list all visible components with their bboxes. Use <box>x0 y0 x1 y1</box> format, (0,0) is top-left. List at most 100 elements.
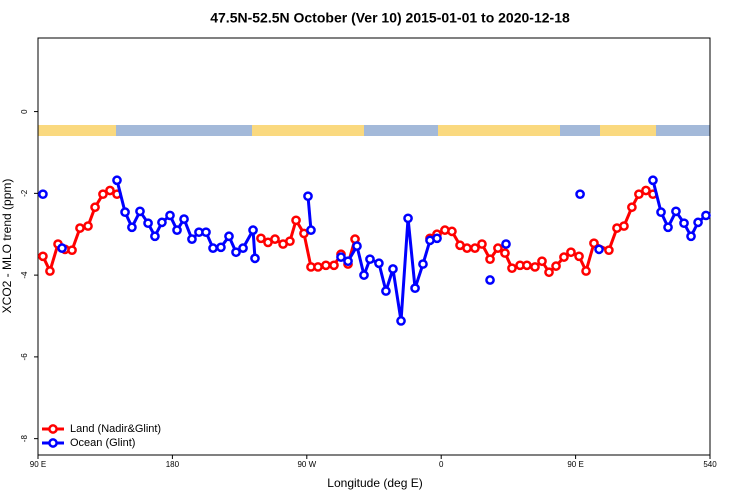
data-point <box>75 223 85 233</box>
data-point <box>648 175 658 186</box>
x-tick-label: 540 <box>703 460 717 469</box>
data-point <box>187 234 197 244</box>
data-point <box>165 210 175 221</box>
legend-marker <box>48 424 58 434</box>
data-point <box>201 227 211 238</box>
data-point <box>566 247 576 258</box>
data-point <box>179 214 189 224</box>
data-point <box>112 175 122 186</box>
data-point <box>143 218 153 229</box>
data-point <box>418 259 428 269</box>
data-point <box>127 222 137 233</box>
x-tick-label: 90 E <box>567 460 583 469</box>
x-axis-label: Longitude (deg E) <box>327 476 422 490</box>
land-band <box>252 125 364 136</box>
data-point <box>634 189 644 200</box>
data-point <box>485 275 495 285</box>
data-point <box>470 243 480 253</box>
data-point <box>38 189 48 200</box>
data-point <box>663 222 673 233</box>
legend-marker <box>48 438 58 448</box>
data-point <box>381 286 391 296</box>
data-point <box>38 251 48 262</box>
data-point <box>208 243 218 253</box>
data-point <box>447 226 457 237</box>
y-tick-label: -2 <box>20 189 29 197</box>
y-tick-label: -8 <box>20 435 29 443</box>
ocean-band <box>38 125 710 136</box>
data-point <box>493 243 503 253</box>
data-point <box>559 252 569 262</box>
data-point <box>679 218 689 229</box>
data-point <box>321 260 331 271</box>
data-point <box>507 263 517 274</box>
data-point <box>374 258 384 269</box>
data-point <box>336 252 346 262</box>
data-point <box>693 217 703 228</box>
data-point <box>216 242 226 253</box>
data-point <box>365 254 375 265</box>
data-point <box>359 270 369 280</box>
data-point <box>83 221 93 231</box>
y-tick-label: 0 <box>20 109 29 114</box>
data-point <box>90 202 100 213</box>
data-point <box>396 316 406 326</box>
data-point <box>462 243 472 253</box>
data-point <box>270 234 280 244</box>
data-point <box>313 262 323 272</box>
data-point <box>306 225 316 235</box>
data-point <box>594 244 604 255</box>
data-point <box>671 206 681 217</box>
data-point <box>589 238 599 249</box>
data-point <box>352 241 362 251</box>
land-ocean-band <box>38 125 710 136</box>
data-point <box>343 256 353 267</box>
data-point <box>551 261 561 271</box>
data-point <box>98 189 108 200</box>
data-point <box>150 231 160 242</box>
data-point <box>530 262 540 272</box>
data-point <box>686 231 696 242</box>
y-axis-label: XCO2 - MLO trend (ppm) <box>0 179 14 314</box>
data-point <box>248 225 258 235</box>
data-point <box>303 191 313 202</box>
data-point <box>641 185 651 196</box>
data-point <box>544 267 554 278</box>
y-tick-label: -4 <box>20 271 29 279</box>
data-point <box>701 210 711 221</box>
data-point <box>477 239 487 249</box>
data-point <box>500 248 510 258</box>
data-point <box>656 207 666 218</box>
data-point <box>135 206 145 217</box>
data-point <box>410 283 420 294</box>
data-point <box>537 256 547 267</box>
data-point <box>157 217 167 228</box>
data-point <box>238 243 248 253</box>
data-point <box>522 260 532 271</box>
data-point <box>256 233 266 244</box>
data-point <box>172 225 182 235</box>
data-point <box>57 243 67 253</box>
data-point <box>120 207 130 218</box>
x-tick-label: 90 E <box>30 460 46 469</box>
legend: Land (Nadir&Glint) Ocean (Glint) <box>42 423 161 449</box>
data-point <box>432 233 442 244</box>
data-point <box>45 266 55 276</box>
data-point <box>224 231 234 242</box>
data-point <box>329 260 339 271</box>
data-point <box>403 213 413 224</box>
data-point <box>250 253 260 264</box>
x-tick-label: 90 W <box>297 460 316 469</box>
data-point <box>604 245 614 256</box>
land-band <box>38 125 116 136</box>
legend-label: Ocean (Glint) <box>70 437 135 449</box>
x-tick-label: 180 <box>166 460 180 469</box>
series-line <box>306 196 313 231</box>
data-point <box>291 215 301 226</box>
chart-title: 47.5N-52.5N October (Ver 10) 2015-01-01 … <box>210 10 570 26</box>
data-point <box>67 245 77 256</box>
plot-frame <box>37 37 711 456</box>
data-point <box>581 266 591 276</box>
data-point <box>231 247 241 258</box>
